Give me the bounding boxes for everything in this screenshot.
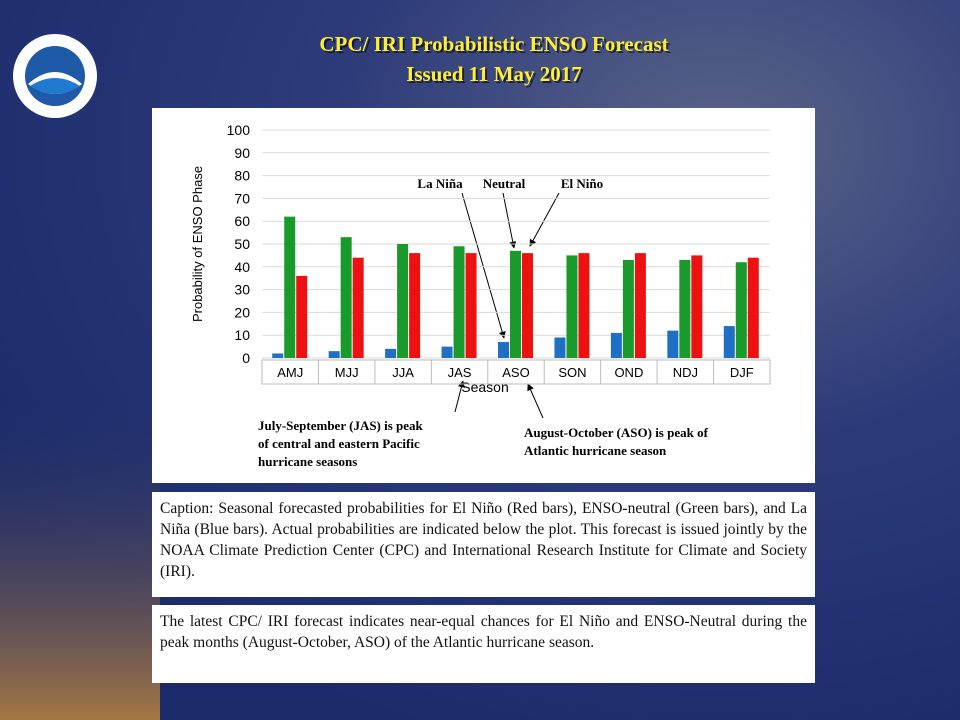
series-label: La Niña [417,176,463,191]
arrows [454,192,560,419]
x-tick-label: JAS [448,365,472,380]
annotation: hurricane seasons [258,454,357,469]
bar [578,253,590,358]
x-tick-label: DJF [730,365,754,380]
bar [453,246,465,358]
bar [510,250,521,358]
x-tick-label: JJA [392,365,414,380]
caption: Caption: Seasonal forecasted probabiliti… [152,492,815,597]
title: CPC/ IRI Probabilistic ENSO Forecast [319,32,668,56]
bar [397,244,409,358]
bar [340,237,352,358]
bar [328,351,340,358]
x-tick-label: MJJ [335,365,359,380]
y-tick-label: 70 [234,190,250,206]
bar [272,353,284,358]
y-tick-label: 10 [234,327,250,343]
y-tick-label: 0 [242,350,250,366]
y-tick-label: 40 [234,259,250,275]
subtitle-shadow: Issued 11 May 2017 [408,64,584,88]
subtitle: Issued 11 May 2017 [406,62,582,86]
bar [296,275,308,358]
x-tick-label: NDJ [673,365,698,380]
y-axis-label: Probability of ENSO Phase [190,166,205,322]
bar [522,253,533,358]
annotation: Atlantic hurricane season [524,443,667,458]
bar [679,259,691,358]
bar [735,262,747,358]
bar [610,332,622,358]
bar [409,253,421,358]
x-axis-box [261,359,771,385]
chart-panel [152,108,815,483]
bar [622,259,634,358]
y-tick-label: 20 [234,304,250,320]
annotation: August-October (ASO) is peak of [524,425,709,440]
y-tick-label: 90 [234,145,250,161]
x-axis-label: Season [461,379,508,395]
series-label: Neutral [483,176,526,191]
annotation: of central and eastern Pacific [258,436,420,451]
bar [554,337,566,358]
x-tick-label: ASO [502,365,529,380]
note: The latest CPC/ IRI forecast indicates n… [152,605,815,683]
bar [352,257,364,358]
y-tick-label: 30 [234,282,250,298]
bar [465,253,477,358]
bar [747,257,759,358]
bar [691,255,703,358]
y-tick-label: 50 [234,236,250,252]
annotation: July-September (JAS) is peak [258,418,424,433]
bar [498,342,509,358]
title-shadow: CPC/ IRI Probabilistic ENSO Forecast [321,34,670,58]
y-tick-label: 60 [234,213,250,229]
x-tick-label: SON [558,365,586,380]
x-tick-label: OND [614,365,643,380]
bar [667,330,679,358]
bar [284,216,296,358]
noaa-logo [13,34,97,118]
bar [566,255,578,358]
bar [441,346,453,358]
bar [634,253,646,358]
y-tick-label: 80 [234,168,250,184]
bar [385,348,397,358]
series-label: El Niño [561,176,603,191]
bar [723,326,735,358]
background-glow [0,380,160,720]
x-tick-label: AMJ [277,365,303,380]
y-tick-label: 100 [227,122,251,138]
